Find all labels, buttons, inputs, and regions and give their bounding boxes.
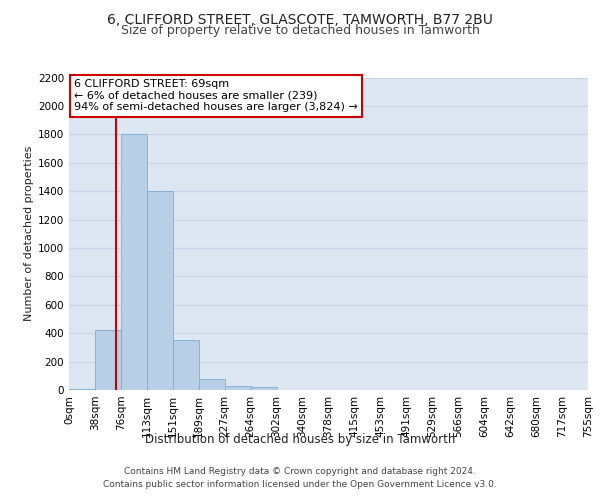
Bar [147, 191, 173, 390]
Text: Size of property relative to detached houses in Tamworth: Size of property relative to detached ho… [121, 24, 479, 37]
Bar [225, 386, 251, 390]
Text: Contains HM Land Registry data © Crown copyright and database right 2024.
Contai: Contains HM Land Registry data © Crown c… [103, 468, 497, 489]
Bar [121, 134, 147, 390]
Bar [199, 380, 224, 390]
Bar [173, 340, 199, 390]
Y-axis label: Number of detached properties: Number of detached properties [24, 146, 34, 322]
Bar [95, 330, 121, 390]
Text: 6, CLIFFORD STREET, GLASCOTE, TAMWORTH, B77 2BU: 6, CLIFFORD STREET, GLASCOTE, TAMWORTH, … [107, 12, 493, 26]
Bar [251, 387, 277, 390]
Bar [69, 388, 95, 390]
Text: 6 CLIFFORD STREET: 69sqm
← 6% of detached houses are smaller (239)
94% of semi-d: 6 CLIFFORD STREET: 69sqm ← 6% of detache… [74, 79, 358, 112]
Text: Distribution of detached houses by size in Tamworth: Distribution of detached houses by size … [145, 432, 455, 446]
